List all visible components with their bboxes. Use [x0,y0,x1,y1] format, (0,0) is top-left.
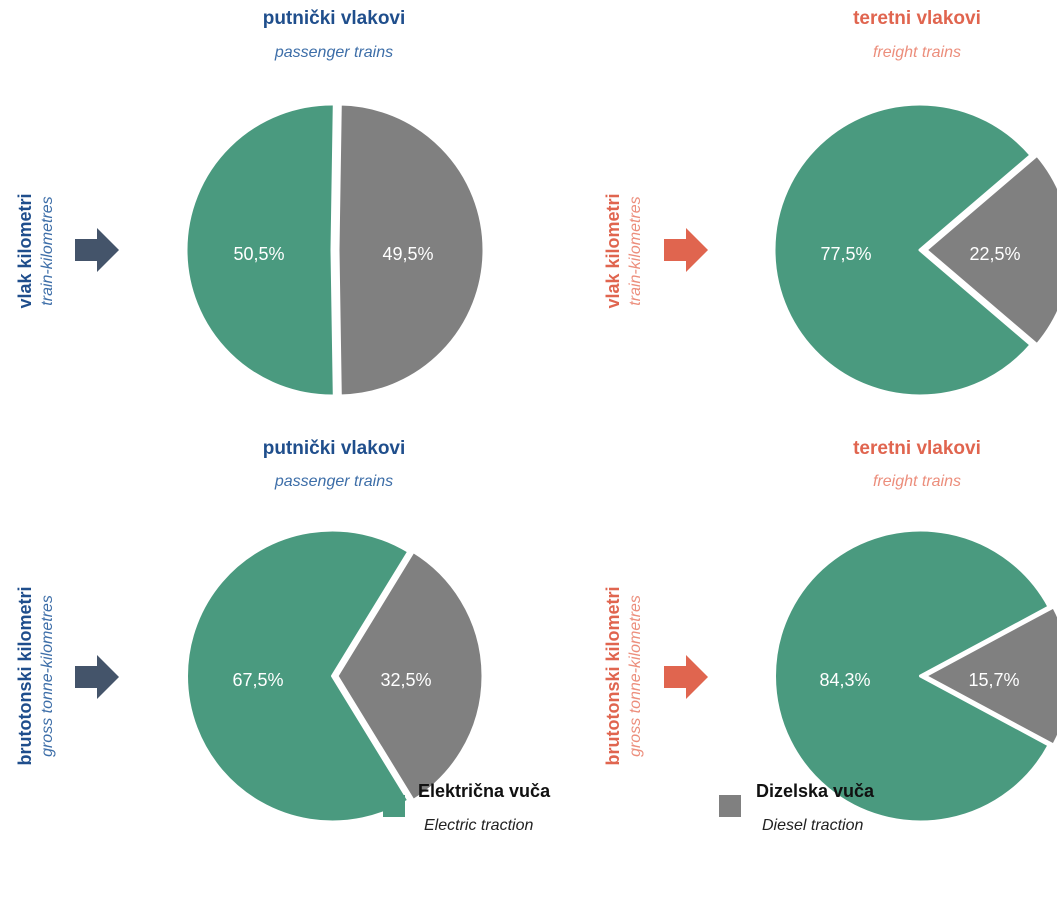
arrow-right-icon [664,655,708,699]
pie-freight-gross-tkm: 84,3% 15,7% [773,528,1057,824]
legend-diesel-sublabel: Diesel traction [762,817,864,834]
chart-title-freight-2: teretni vlakovi [853,438,981,459]
data-label-electric: 50,5% [233,244,284,264]
arrow-right-icon [75,228,119,272]
pie-passenger-train-km: 50,5% 49,5% [184,102,486,398]
data-label-electric: 77,5% [820,244,871,264]
slice-diesel [923,605,1057,747]
data-label-diesel: 15,7% [968,670,1019,690]
data-label-diesel: 22,5% [969,244,1020,264]
chart-title-passenger-2: putnički vlakovi [262,438,406,459]
pie-freight-train-km: 77,5% 22,5% [772,102,1057,398]
chart-subtitle-passenger-1: passenger trains [274,44,394,61]
legend-electric-label: Električna vuča [418,781,551,801]
slice-diesel [335,550,485,802]
slice-diesel [336,102,486,398]
legend-swatch-electric [383,795,405,817]
data-label-electric: 67,5% [232,670,283,690]
legend-diesel-label: Dizelska vuča [756,781,875,801]
data-label-diesel: 49,5% [382,244,433,264]
slice-diesel [924,153,1057,347]
slice-electric [185,528,411,824]
chart-subtitle-freight-2: freight trains [872,473,962,490]
chart-title-freight-1: teretni vlakovi [853,8,981,29]
slice-electric [773,528,1051,824]
chart-title-passenger-1: putnički vlakovi [262,8,406,29]
data-label-diesel: 32,5% [380,670,431,690]
arrow-right-icon [664,228,708,272]
data-label-electric: 84,3% [819,670,870,690]
legend-electric-sublabel: Electric traction [424,817,534,834]
chart-subtitle-passenger-2: passenger trains [274,473,394,490]
slice-electric [184,102,336,398]
legend-swatch-diesel [719,795,741,817]
arrow-right-icon [75,655,119,699]
pie-passenger-gross-tkm: 67,5% 32,5% [185,528,485,824]
chart-subtitle-freight-1: freight trains [872,44,962,61]
slice-electric [772,102,1033,398]
